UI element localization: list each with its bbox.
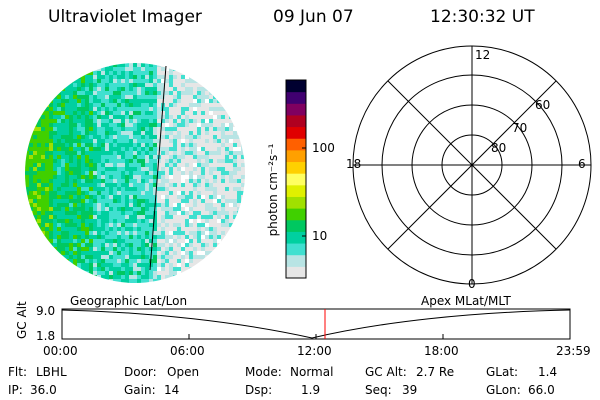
polar-label-60: 60 [535, 98, 551, 112]
gain-label: Gain: [124, 383, 156, 397]
gcalt-label: GC Alt: [365, 365, 407, 379]
dsp-value: 1.9 [301, 383, 321, 397]
mode-value: Normal [290, 365, 334, 379]
glon-label: GLon: [486, 383, 521, 397]
colorbar-swatch [286, 184, 306, 197]
colorbar-swatch [286, 138, 306, 151]
strip-y-top: 9.0 [36, 304, 56, 318]
polar-label-70: 70 [512, 121, 528, 135]
strip-xtick-1800: 18:00 [424, 344, 459, 358]
colorbar-frame [285, 79, 307, 279]
glon-value: 66.0 [528, 383, 555, 397]
colorbar-swatch [286, 103, 306, 116]
strip-left-title: Geographic Lat/Lon [70, 294, 188, 308]
colorbar-label-10: 10 [312, 229, 328, 243]
glat-label: GLat: [486, 365, 519, 379]
colorbar-swatch [286, 126, 306, 139]
ip-label: IP: [8, 383, 23, 397]
polar-label-0: 0 [468, 277, 476, 291]
uv-earth-disk [25, 63, 245, 283]
polar-label-12: 12 [475, 48, 491, 62]
disk-pixels [25, 63, 245, 283]
colorbar-label-100: 100 [312, 141, 335, 155]
ip-value: 36.0 [30, 383, 57, 397]
polar-label-6: 6 [578, 157, 586, 171]
seq-value: 39 [402, 383, 418, 397]
time-label: 12:30:32 UT [430, 7, 535, 27]
instrument-title: Ultraviolet Imager [48, 7, 202, 27]
colorbar-swatch [286, 243, 306, 256]
glat-value: 1.4 [538, 365, 558, 379]
date-label: 09 Jun 07 [273, 7, 354, 27]
strip-xtick-0600: 06:00 [170, 344, 205, 358]
flt-value: LBHL [36, 365, 67, 379]
colorbar-swatch [286, 266, 306, 279]
gain-value: 14 [164, 383, 180, 397]
gcalt-value: 2.7 Re [416, 365, 455, 379]
polar-label-80: 80 [491, 141, 507, 155]
colorbar-swatch [286, 80, 306, 93]
flt-label: Flt: [8, 365, 27, 379]
terminator-line [149, 65, 167, 271]
colorbar-swatch [286, 219, 306, 232]
colorbar-swatch [286, 208, 306, 221]
polar-diagonal-2 [387, 80, 557, 250]
colorbar-swatch [286, 149, 306, 163]
colorbar-swatch [286, 161, 306, 174]
mode-label: Mode: [245, 365, 282, 379]
colorbar-swatch [286, 231, 306, 244]
colorbar-swatch [286, 114, 306, 128]
door-value: Open [167, 365, 200, 379]
strip-xtick-0000: 00:00 [43, 344, 78, 358]
strip-y-bottom: 1.8 [36, 329, 56, 343]
colorbar-swatch [286, 91, 306, 104]
gc-altitude-curve [61, 309, 571, 339]
dsp-label: Dsp: [245, 383, 273, 397]
strip-xtick-1200: 12:00 [297, 344, 332, 358]
colorbar-swatch [286, 196, 306, 209]
colorbar-swatch [286, 173, 306, 186]
seq-label: Seq: [365, 383, 392, 397]
strip-xtick-2359: 23:59 [556, 344, 591, 358]
colorbar-swatch [286, 254, 306, 267]
polar-label-18: 18 [346, 157, 362, 171]
door-label: Door: [124, 365, 157, 379]
strip-right-title: Apex MLat/MLT [421, 294, 511, 308]
colorbar [286, 80, 306, 279]
